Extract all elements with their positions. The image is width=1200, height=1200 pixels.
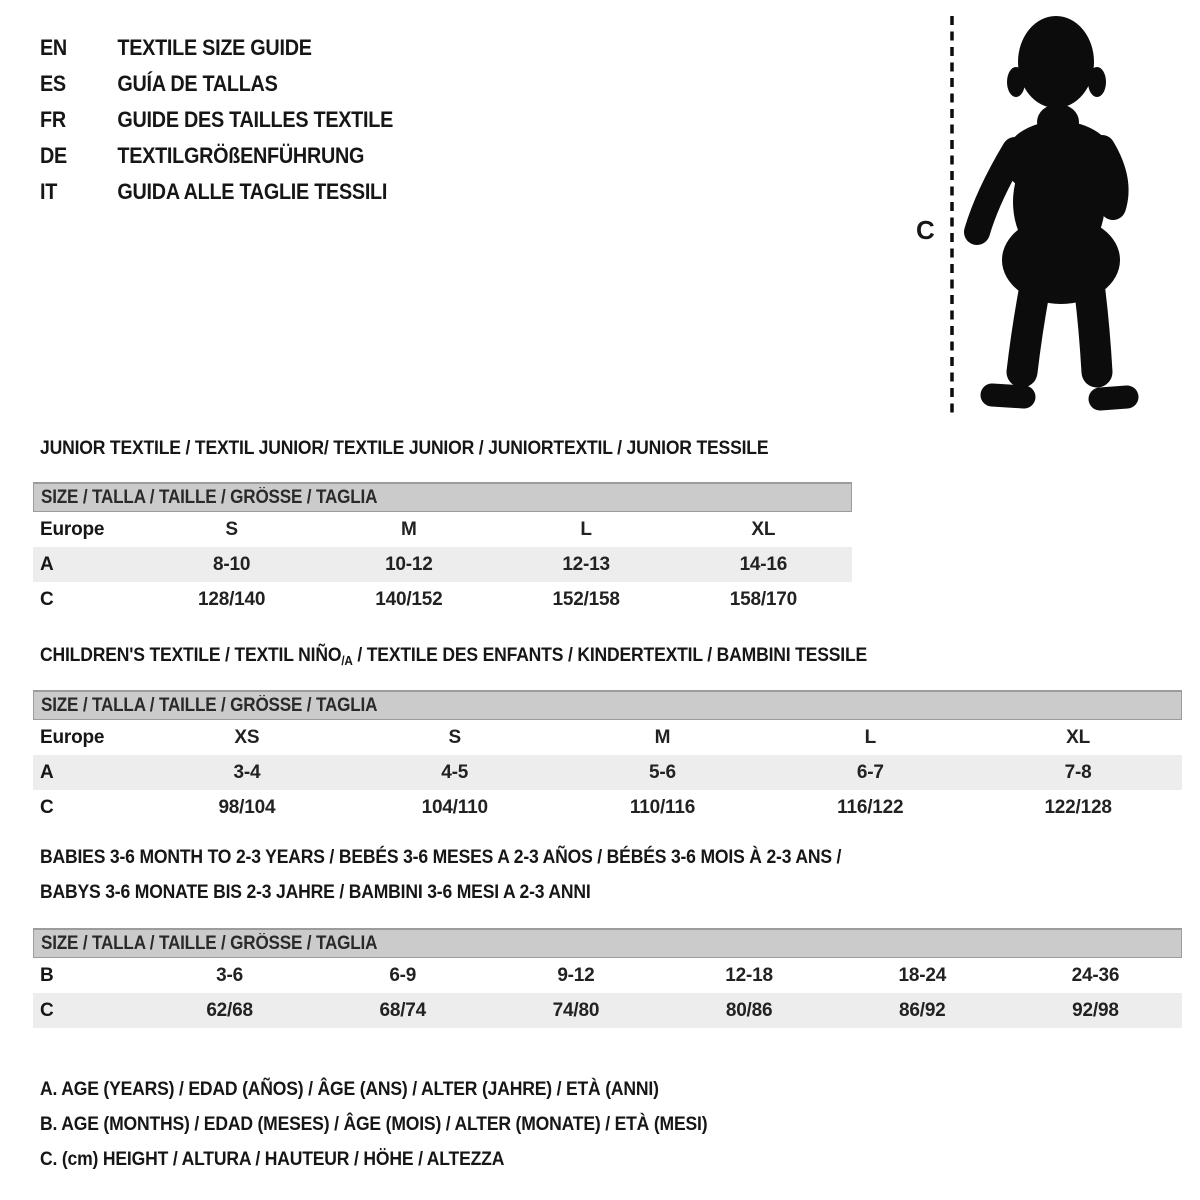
table-cell: 6-7 [856, 761, 884, 783]
section-title-babies-line1: BABIES 3-6 MONTH TO 2-3 YEARS / BEBÉS 3-… [40, 846, 842, 868]
table-cell: 3-4 [233, 761, 261, 783]
table-cell: 152/158 [552, 588, 620, 610]
table-cell: S [448, 726, 461, 748]
table-cell: M [401, 518, 417, 540]
table-cell: 116/122 [837, 796, 904, 818]
section-title-babies-line2: BABYS 3-6 MONATE BIS 2-3 JAHRE / BAMBINI… [40, 881, 591, 903]
section-title-children-sub: /A [341, 653, 353, 668]
table-cell: 68/74 [379, 999, 427, 1021]
table-cell: 158/170 [729, 588, 798, 610]
lang-code: IT [40, 179, 58, 204]
table-cell: 9-12 [557, 964, 595, 986]
babies-table-rows: B 3-6 6-9 9-12 12-18 18-24 24-36 C 62/68 68/74 74/… [33, 958, 1182, 1028]
table-cell: 4-5 [441, 761, 469, 783]
toddler-limbs [964, 135, 1139, 411]
lang-code: EN [40, 35, 67, 60]
table-cell: 98/104 [218, 796, 276, 818]
legend-line-b: B. AGE (MONTHS) / EDAD (MESES) / ÂGE (MO… [40, 1113, 708, 1135]
table-cell: XS [234, 726, 260, 748]
children-table-rows: Europe XS S M L XL A 3-4 4-5 5-6 6-7 7-8 C 98/104 104/… [33, 720, 1182, 825]
table-cell: 12-13 [562, 553, 610, 575]
toddler-silhouette-icon [950, 16, 1139, 416]
section-title-children-post: / TEXTILE DES ENFANTS / KINDERTEXTIL / B… [352, 644, 868, 666]
table-cell: 104/110 [421, 796, 488, 818]
table-row: B 3-6 6-9 9-12 12-18 18-24 24-36 [33, 958, 1182, 993]
table-cell: 5-6 [649, 761, 676, 783]
table-cell: S [225, 518, 238, 540]
size-header-bar: SIZE / TALLA / TAILLE / GRÖSSE / TAGLIA [33, 482, 852, 512]
legend: A. AGE (YEARS) / EDAD (AÑOS) / ÂGE (ANS)… [40, 1072, 1200, 1177]
table-cell: L [864, 726, 877, 748]
table-cell: 7-8 [1064, 761, 1092, 783]
guide-title-es: GUÍA DE TALLAS [117, 71, 278, 96]
table-cell: L [580, 518, 592, 540]
row-label: A [40, 553, 54, 575]
babies-size-table: SIZE / TALLA / TAILLE / GRÖSSE / TAGLIA … [33, 928, 1182, 1028]
table-row: A 3-4 4-5 5-6 6-7 7-8 [33, 755, 1182, 790]
table-cell: 140/152 [375, 588, 443, 610]
table-row: A 8-10 10-12 12-13 14-16 [33, 547, 852, 582]
size-header-bar: SIZE / TALLA / TAILLE / GRÖSSE / TAGLIA [33, 690, 1182, 720]
lang-row-it: IT GUIDA ALLE TAGLIE TESSILI [40, 174, 393, 210]
table-cell: 128/140 [197, 588, 266, 610]
table-cell: 6-9 [389, 964, 417, 986]
lang-code: ES [40, 71, 66, 96]
legend-line-c: C. (cm) HEIGHT / ALTURA / HAUTEUR / HÖHE… [40, 1148, 505, 1170]
size-header-label: SIZE / TALLA / TAILLE / GRÖSSE / TAGLIA [41, 932, 378, 954]
row-label: C [40, 588, 54, 610]
table-row: Europe XS S M L XL [33, 720, 1182, 755]
table-row: C 62/68 68/74 74/80 80/86 86/92 92/98 [33, 993, 1182, 1028]
table-cell: 74/80 [552, 999, 600, 1021]
table-cell: 86/92 [899, 999, 946, 1021]
junior-size-table: SIZE / TALLA / TAILLE / GRÖSSE / TAGLIA … [33, 482, 852, 617]
lang-row-es: ES GUÍA DE TALLAS [40, 66, 393, 102]
guide-title-en: TEXTILE SIZE GUIDE [117, 35, 312, 60]
size-header-label: SIZE / TALLA / TAILLE / GRÖSSE / TAGLIA [41, 486, 378, 508]
lang-code: FR [40, 107, 66, 132]
table-cell: 110/116 [629, 796, 696, 818]
table-cell: 24-36 [1071, 964, 1120, 986]
table-row: C 128/140 140/152 152/158 158/170 [33, 582, 852, 617]
height-measure-label: C [916, 215, 935, 245]
guide-title-it: GUIDA ALLE TAGLIE TESSILI [117, 179, 388, 204]
table-cell: 14-16 [739, 553, 788, 575]
lang-code: DE [40, 143, 67, 168]
table-cell: 80/86 [725, 999, 773, 1021]
row-label: A [40, 761, 54, 783]
table-cell: 10-12 [385, 553, 433, 575]
table-row: C 98/104 104/110 110/116 116/122 122/128 [33, 790, 1182, 825]
row-label: C [40, 796, 54, 818]
lang-row-en: EN TEXTILE SIZE GUIDE [40, 30, 393, 66]
guide-title-fr: GUIDE DES TAILLES TEXTILE [117, 107, 394, 132]
table-cell: 18-24 [898, 964, 947, 986]
size-header-label: SIZE / TALLA / TAILLE / GRÖSSE / TAGLIA [41, 694, 378, 716]
row-label: C [40, 999, 54, 1021]
table-row: Europe S M L XL [33, 512, 852, 547]
table-cell: XL [751, 518, 776, 540]
table-cell: 62/68 [206, 999, 253, 1021]
table-cell: 8-10 [213, 553, 251, 575]
row-label: B [40, 964, 54, 986]
lang-row-de: DE TEXTILGRÖßENFÜHRUNG [40, 138, 393, 174]
section-title-junior: JUNIOR TEXTILE / TEXTIL JUNIOR/ TEXTILE … [40, 437, 769, 459]
table-cell: 12-18 [725, 964, 773, 986]
table-cell: 3-6 [216, 964, 244, 986]
section-title-children: CHILDREN'S TEXTILE / TEXTIL NIÑO/A / TEX… [40, 644, 959, 668]
table-cell: 92/98 [1072, 999, 1119, 1021]
lang-row-fr: FR GUIDE DES TAILLES TEXTILE [40, 102, 393, 138]
table-cell: XL [1066, 726, 1091, 748]
junior-table-rows: Europe S M L XL A 8-10 10-12 12-13 14-16 C 128/140 1… [33, 512, 852, 617]
section-title-children-pre: CHILDREN'S TEXTILE / TEXTIL NIÑO [40, 644, 342, 666]
legend-line-a: A. AGE (YEARS) / EDAD (AÑOS) / ÂGE (ANS)… [40, 1078, 659, 1100]
table-cell: 122/128 [1044, 796, 1112, 818]
table-cell: M [654, 726, 671, 748]
children-size-table: SIZE / TALLA / TAILLE / GRÖSSE / TAGLIA … [33, 690, 1182, 825]
row-label: Europe [40, 518, 105, 540]
size-header-bar: SIZE / TALLA / TAILLE / GRÖSSE / TAGLIA [33, 928, 1182, 958]
guide-title-de: TEXTILGRÖßENFÜHRUNG [117, 143, 365, 168]
row-label: Europe [40, 726, 105, 748]
language-title-list: EN TEXTILE SIZE GUIDE ES GUÍA DE TALLAS … [40, 30, 432, 210]
